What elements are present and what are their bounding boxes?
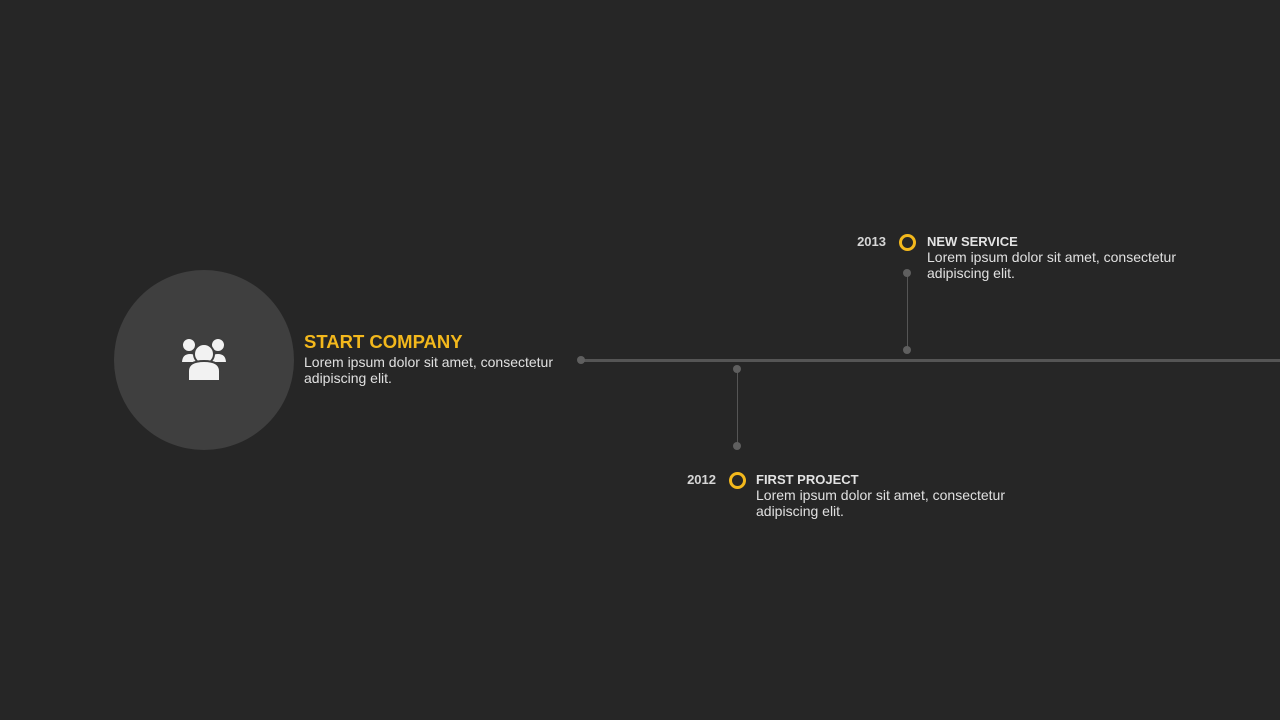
event-2013-marker [899, 234, 916, 251]
description-line: adipiscing elit. [304, 370, 392, 386]
connector-dot [733, 365, 741, 373]
event-2013-connector [907, 273, 908, 350]
event-year: 2012 [687, 472, 716, 487]
start-company-title: START COMPANY [304, 331, 463, 352]
timeline-start-dot [577, 356, 585, 364]
connector-dot [903, 346, 911, 354]
description-line: adipiscing elit. [756, 503, 844, 519]
connector-dot [733, 442, 741, 450]
event-year: 2013 [857, 234, 886, 249]
description-line: adipiscing elit. [927, 265, 1015, 281]
connector-dot [903, 269, 911, 277]
event-title: NEW SERVICE [927, 234, 1018, 249]
description-line: Lorem ipsum dolor sit amet, consectetur [304, 354, 553, 370]
event-description: Lorem ipsum dolor sit amet, consectetur … [927, 249, 1176, 281]
event-2012-marker [729, 472, 746, 489]
event-2012-connector [737, 369, 738, 446]
event-title: FIRST PROJECT [756, 472, 859, 487]
event-description: Lorem ipsum dolor sit amet, consectetur … [756, 487, 1005, 519]
group-users-icon [180, 337, 228, 382]
description-line: Lorem ipsum dolor sit amet, consectetur [927, 249, 1176, 265]
timeline-axis [581, 358, 1280, 362]
start-company-description: Lorem ipsum dolor sit amet, consectetur … [304, 354, 553, 386]
description-line: Lorem ipsum dolor sit amet, consectetur [756, 487, 1005, 503]
